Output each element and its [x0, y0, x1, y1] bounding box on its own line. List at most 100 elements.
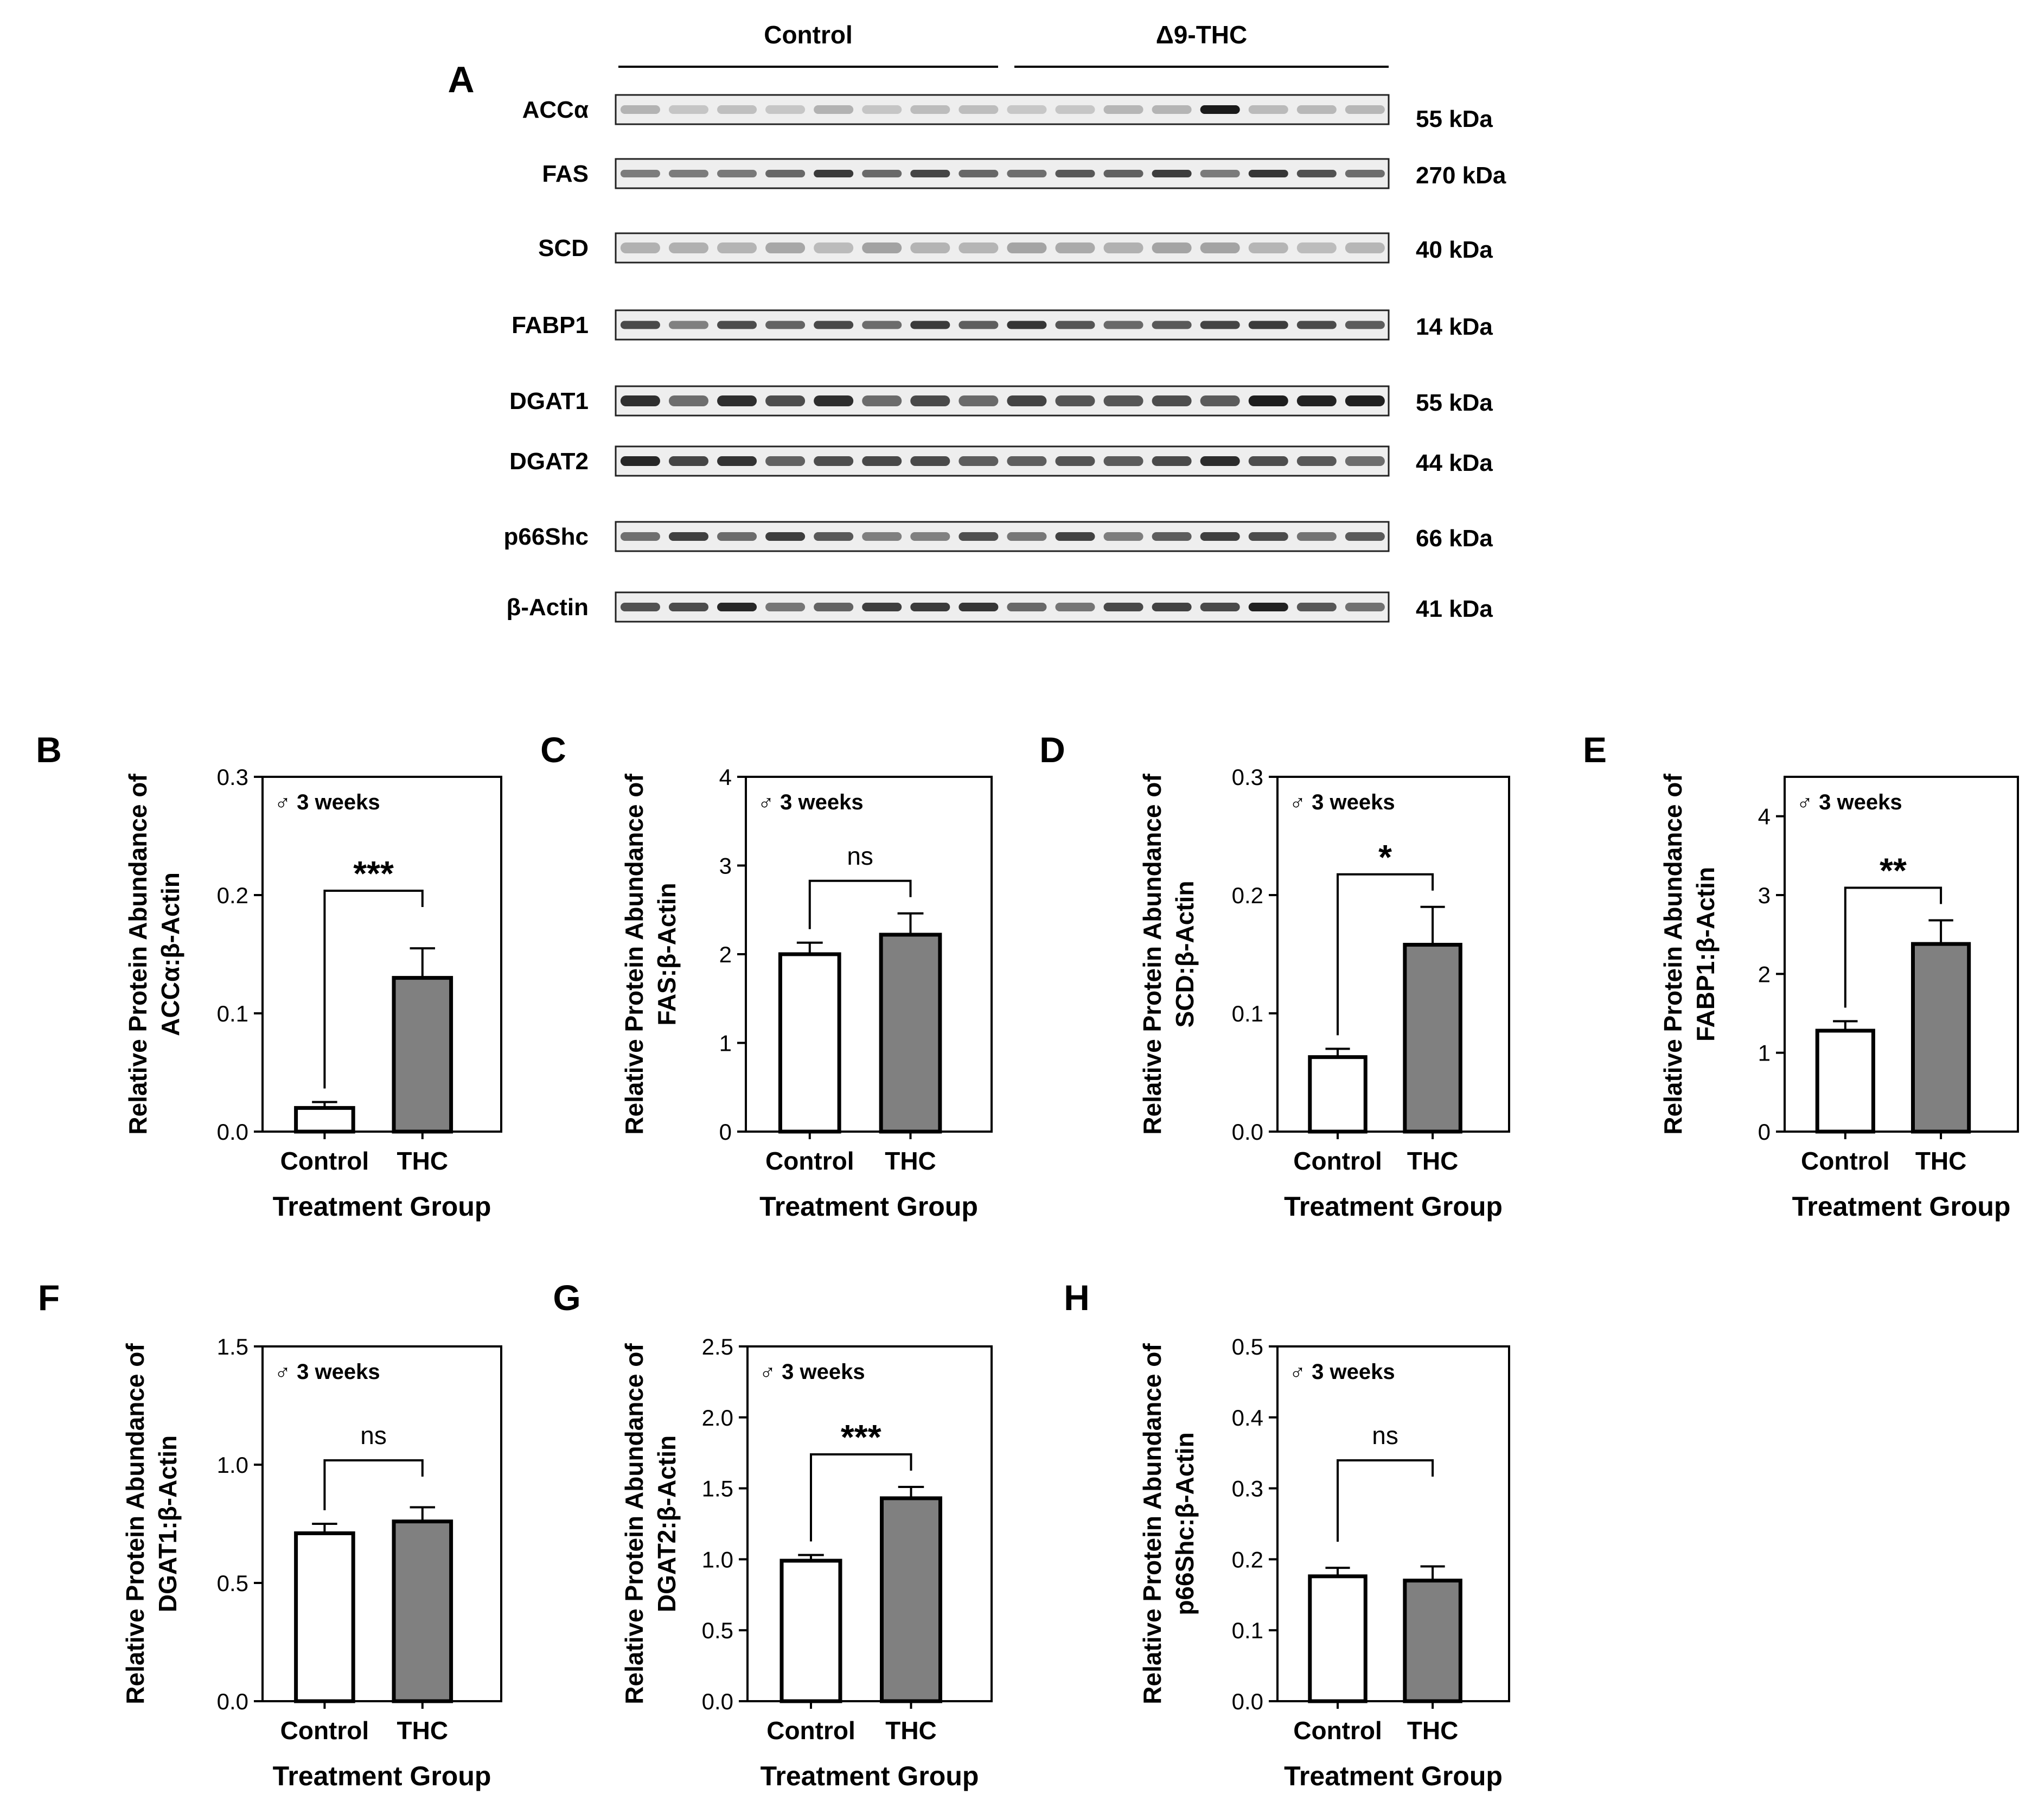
significance-bracket: [1337, 1459, 1434, 1542]
panel-label-B: B: [36, 730, 62, 770]
y-axis-title-line: Relative Protein Abundance of: [620, 774, 648, 1135]
inset-label: ♂ 3 weeks: [1289, 1360, 1395, 1384]
blot-band: [1296, 170, 1337, 177]
bar-thc: [1403, 1579, 1462, 1703]
y-tick-label: 1.5: [217, 1334, 248, 1359]
y-tick-label: 0.5: [702, 1618, 733, 1643]
blot-band: [814, 105, 854, 114]
blot-band: [1296, 242, 1337, 253]
x-axis-title: Treatment Group: [1792, 1191, 2011, 1222]
significance-label: ns: [360, 1421, 387, 1449]
blot-band: [1296, 603, 1337, 611]
blot-band: [620, 242, 660, 253]
bar-thc: [392, 1519, 453, 1703]
y-tick-label: 0.1: [1232, 1001, 1263, 1026]
blot-band: [1007, 105, 1047, 114]
blot-band: [1055, 170, 1095, 177]
protein-label: FAS: [542, 161, 589, 187]
significance-label: **: [1880, 851, 1907, 890]
blot-row: ACCα 55 kDa: [522, 94, 1493, 132]
y-tick-label: 4: [1758, 804, 1771, 829]
plot-frame: [261, 776, 502, 1133]
bar-chart-h: H 0.0 0.1 0.2 0.3 0.4 0.5 Control THC ns ♂ 3 weeks…: [1064, 1278, 1510, 1791]
blot-band: [1152, 242, 1192, 253]
blot-band: [1248, 321, 1288, 329]
blot-band: [765, 170, 806, 177]
x-axis-title: Treatment Group: [1284, 1761, 1503, 1791]
blot-band: [1296, 321, 1337, 329]
blot-band: [1007, 242, 1047, 253]
plot-frame: [261, 1345, 502, 1702]
blot-band: [717, 603, 757, 611]
bar-control: [1308, 1055, 1368, 1134]
y-axis-title-line: p66Shc:β-Actin: [1171, 1432, 1199, 1615]
significance-label: ns: [1372, 1421, 1398, 1449]
y-axis-title-line: DGAT2:β-Actin: [653, 1435, 681, 1612]
blot-band: [862, 603, 902, 611]
inset-label: ♂ 3 weeks: [1797, 790, 1902, 814]
molecular-weight-label: 55 kDa: [1416, 389, 1493, 416]
y-tick-label: 0.4: [1232, 1405, 1263, 1431]
x-tick-label: THC: [397, 1147, 449, 1175]
blot-band: [1103, 395, 1143, 406]
protein-label: p66Shc: [503, 523, 589, 550]
bar-chart-g: G 0.0 0.5 1.0 1.5 2.0 2.5 Control THC *** ♂ 3 week…: [553, 1278, 993, 1791]
x-axis-title: Treatment Group: [273, 1191, 491, 1222]
y-axis-title-line: Relative Protein Abundance of: [1138, 1343, 1166, 1704]
blot-band: [620, 603, 660, 611]
blot-band: [1007, 321, 1047, 329]
y-tick-label: 4: [719, 764, 732, 790]
blot-band: [862, 170, 902, 177]
blot-band: [1296, 105, 1337, 114]
y-tick-label: 0: [719, 1119, 732, 1145]
blot-band: [1345, 456, 1385, 466]
significance-bracket: [1844, 886, 1942, 1008]
y-tick-label: 1: [1758, 1040, 1771, 1066]
y-tick-label: 0.5: [1232, 1334, 1263, 1359]
y-tick-label: 1.0: [702, 1547, 733, 1572]
significance-bracket: [323, 1459, 424, 1510]
blot-band: [765, 603, 806, 611]
bar-thc: [879, 933, 942, 1134]
bar-control: [294, 1106, 355, 1134]
blot-band: [1345, 170, 1385, 177]
x-tick-label: THC: [1407, 1716, 1459, 1745]
blot-band: [1055, 242, 1095, 253]
blot-band: [620, 105, 660, 114]
panel-label-F: F: [38, 1278, 60, 1318]
plot-frame: [1784, 776, 2019, 1133]
y-tick-label: 0.3: [217, 764, 248, 790]
blot-band: [1152, 170, 1192, 177]
blot-band: [1248, 395, 1288, 406]
blot-band: [1152, 603, 1192, 611]
molecular-weight-label: 55 kDa: [1416, 106, 1493, 132]
protein-label: β-Actin: [506, 594, 589, 621]
blot-band: [1296, 532, 1337, 541]
blot-band: [1200, 456, 1240, 466]
blot-band: [1345, 105, 1385, 114]
panel-label-A: A: [448, 59, 474, 100]
blot-band: [1007, 532, 1047, 541]
blot-band: [814, 532, 854, 541]
y-tick-label: 2.0: [702, 1405, 733, 1431]
y-tick-label: 0.5: [217, 1570, 248, 1596]
blot-band: [620, 170, 660, 177]
x-tick-label: Control: [765, 1147, 854, 1175]
blot-band: [1152, 105, 1192, 114]
bar-thc: [1911, 942, 1971, 1134]
blot-band: [1200, 532, 1240, 541]
blot-band: [1345, 603, 1385, 611]
blot-band: [814, 321, 854, 329]
blot-band: [959, 532, 999, 541]
plot-frame: [1276, 1345, 1510, 1702]
blot-band: [765, 456, 806, 466]
x-axis-title: Treatment Group: [761, 1761, 979, 1791]
blot-band: [620, 395, 660, 406]
blot-band: [1152, 456, 1192, 466]
inset-label: ♂ 3 weeks: [274, 790, 380, 814]
blot-row: FABP1 14 kDa: [512, 309, 1493, 341]
blot-band: [1200, 603, 1240, 611]
blot-band: [1200, 395, 1240, 406]
blot-band: [1007, 456, 1047, 466]
inset-label: ♂ 3 weeks: [1289, 790, 1395, 814]
